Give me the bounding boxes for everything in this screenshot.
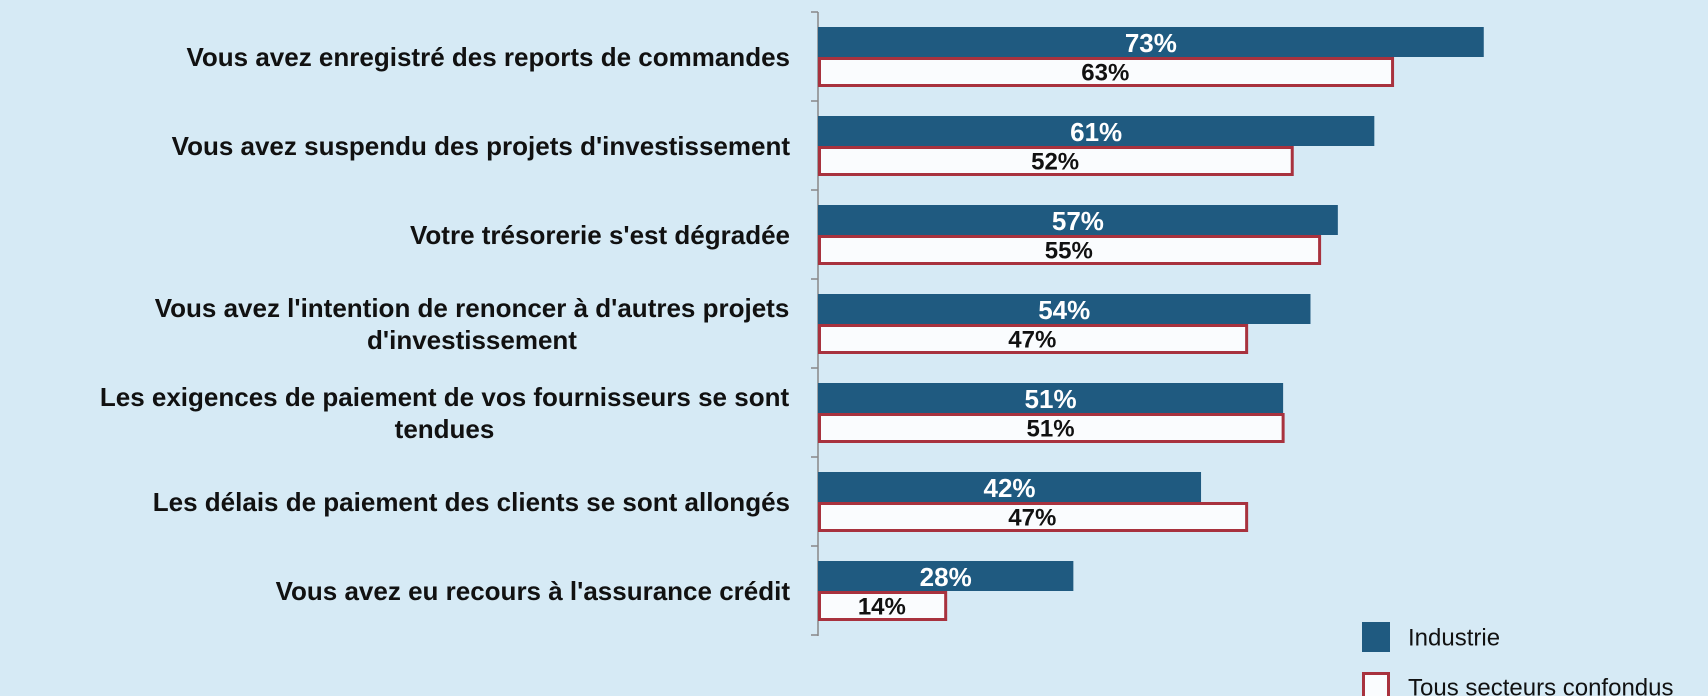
category-label: Les exigences de paiement de vos fournis…	[99, 382, 790, 444]
value-label: 14%	[858, 594, 906, 621]
value-label: 51%	[1027, 416, 1075, 443]
bar	[818, 502, 1249, 532]
value-label: 61%	[1070, 117, 1122, 147]
bar	[818, 146, 1294, 176]
bar	[818, 472, 1202, 502]
category-label: Vous avez enregistré des reports de comm…	[186, 42, 790, 72]
bar	[818, 591, 948, 621]
value-label: 47%	[1008, 505, 1056, 532]
bar	[818, 413, 1285, 443]
bar	[818, 235, 1322, 265]
category-label: Les délais de paiement des clients se so…	[152, 487, 790, 517]
legend-swatch	[1362, 672, 1390, 696]
value-label: 54%	[1038, 295, 1090, 325]
value-label: 47%	[1008, 327, 1056, 354]
value-label: 42%	[983, 473, 1035, 503]
bar	[818, 57, 1395, 87]
legend-label: Tous secteurs confondus	[1408, 675, 1674, 696]
legend-swatch	[1362, 622, 1390, 652]
value-label: 52%	[1031, 149, 1079, 176]
value-label: 51%	[1025, 384, 1077, 414]
category-label: Vous avez eu recours à l'assurance crédi…	[275, 576, 790, 606]
bar	[818, 27, 1484, 57]
value-label: 63%	[1081, 60, 1129, 87]
bar	[818, 383, 1284, 413]
category-label: Vous avez l'intention de renoncer à d'au…	[154, 293, 790, 355]
value-label: 73%	[1125, 28, 1177, 58]
value-label: 55%	[1045, 238, 1093, 265]
bar	[818, 561, 1074, 591]
value-label: 57%	[1052, 206, 1104, 236]
legend-label: Industrie	[1408, 625, 1500, 652]
bar	[818, 324, 1249, 354]
bar	[818, 205, 1338, 235]
category-label: Votre trésorerie s'est dégradée	[410, 220, 790, 250]
bar	[818, 294, 1311, 324]
category-label: Vous avez suspendu des projets d'investi…	[171, 131, 790, 161]
bar	[818, 116, 1375, 146]
value-label: 28%	[920, 562, 972, 592]
